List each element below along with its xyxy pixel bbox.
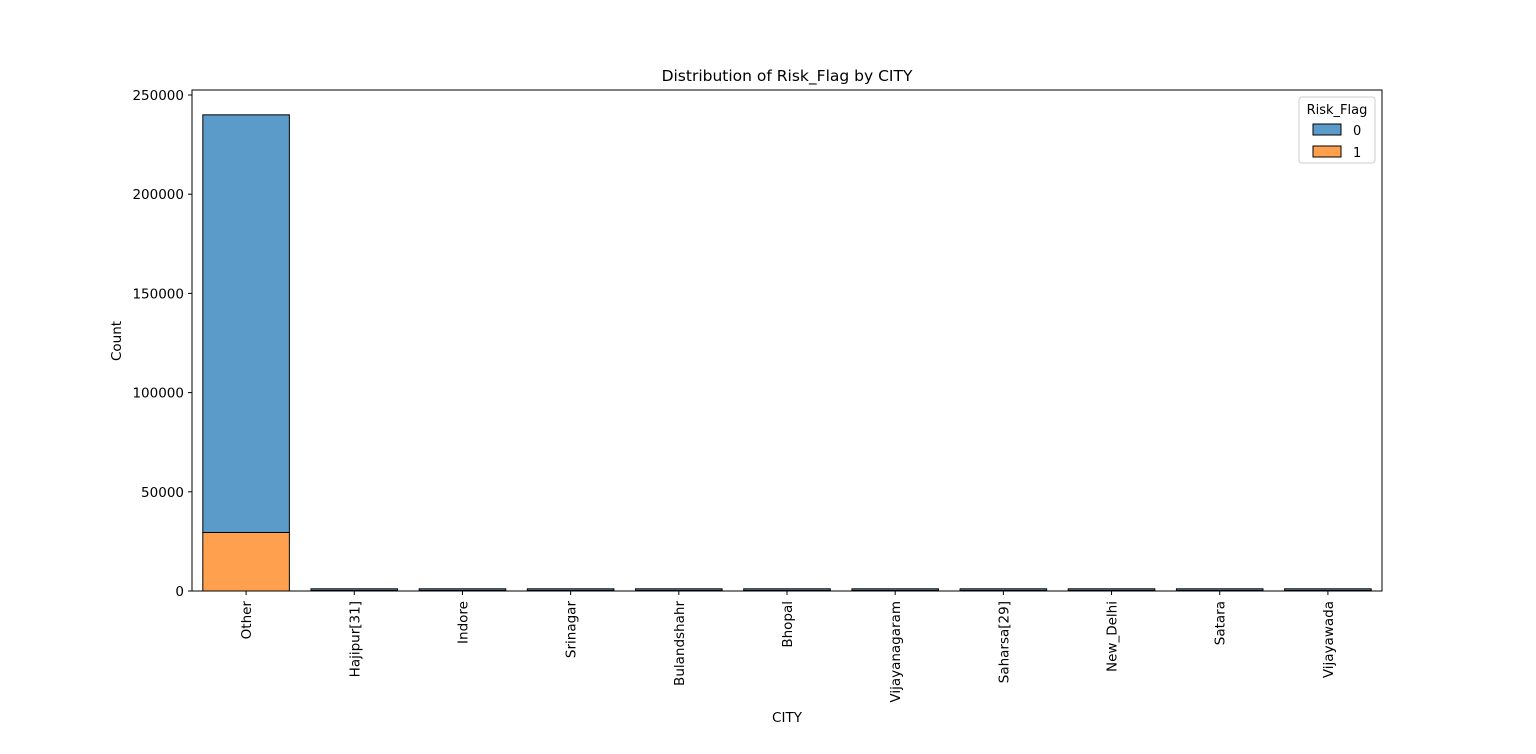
y-tick-label-4: 200000 (132, 187, 184, 203)
x-tick-label-7: Saharsa[29] (996, 601, 1012, 683)
x-tick-label-9: Satara (1213, 601, 1229, 645)
bar-0-6 (851, 588, 939, 591)
legend-swatch-1 (1312, 145, 1342, 158)
bar-0-2 (418, 588, 507, 591)
legend-title: Risk_Flag (1307, 103, 1368, 118)
bar-0-4 (635, 588, 723, 591)
x-axis-label: CITY (772, 710, 803, 726)
bar-0-3 (526, 588, 615, 591)
bar-0-7 (959, 588, 1048, 591)
x-tick-label-3: Srinagar (564, 601, 580, 659)
bar-0-10 (1284, 588, 1372, 591)
bar-0-8 (1067, 588, 1156, 591)
x-axis: Other Hajipur[31] Indore Srinagar Bulandshah… (239, 591, 1337, 703)
legend-entry-1: 1 (1353, 146, 1361, 161)
legend-swatch-0 (1312, 123, 1342, 136)
legend-entry-0: 0 (1353, 124, 1361, 139)
bar-0-1 (310, 588, 399, 591)
x-tick-label-10: Vijayawada (1321, 601, 1337, 678)
bar-0-0 (202, 114, 290, 533)
bar-1-0 (202, 531, 290, 592)
y-tick-label-2: 100000 (132, 386, 184, 402)
x-tick-label-4: Bulandshahr (672, 601, 688, 686)
x-tick-label-1: Hajipur[31] (347, 601, 363, 677)
y-tick-label-5: 250000 (132, 88, 184, 104)
x-tick-label-8: New_Delhi (1105, 601, 1121, 672)
bars-layer (202, 114, 1372, 592)
chart-title: Distribution of Risk_Flag by CITY (662, 67, 913, 86)
legend: Risk_Flag 0 1 (1298, 96, 1376, 164)
y-tick-label-1: 50000 (141, 485, 184, 501)
y-axis: 0 50000 100000 150000 200000 250000 (132, 88, 192, 600)
y-tick-label-0: 0 (175, 584, 184, 600)
plot-frame (191, 89, 1383, 592)
x-tick-label-2: Indore (455, 601, 471, 644)
bar-0-5 (743, 588, 831, 591)
x-tick-label-5: Bhopal (780, 601, 796, 648)
bar-0-9 (1175, 588, 1264, 591)
x-tick-label-6: Vijayanagaram (888, 601, 904, 703)
y-tick-label-3: 150000 (132, 286, 184, 302)
x-tick-label-0: Other (239, 601, 255, 640)
y-axis-label: Count (109, 321, 125, 361)
